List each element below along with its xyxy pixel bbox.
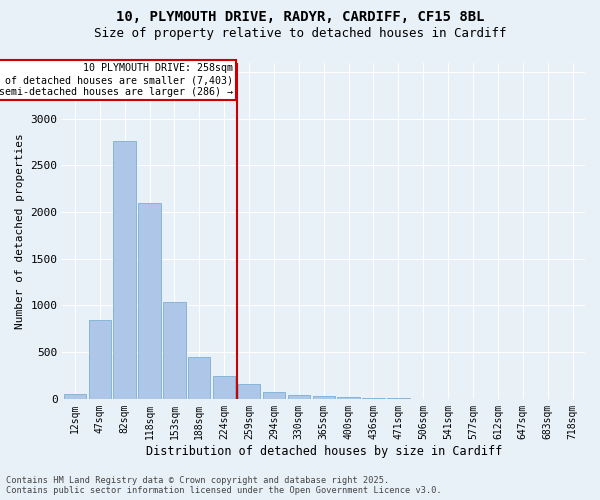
Bar bbox=[139, 202, 161, 399]
Bar bbox=[362, 398, 385, 399]
Bar bbox=[113, 141, 136, 399]
Bar bbox=[313, 396, 335, 399]
Text: 10, PLYMOUTH DRIVE, RADYR, CARDIFF, CF15 8BL: 10, PLYMOUTH DRIVE, RADYR, CARDIFF, CF15… bbox=[116, 10, 484, 24]
Bar bbox=[213, 376, 235, 399]
Bar bbox=[287, 395, 310, 399]
Text: Contains HM Land Registry data © Crown copyright and database right 2025.
Contai: Contains HM Land Registry data © Crown c… bbox=[6, 476, 442, 495]
Bar bbox=[263, 392, 285, 399]
Bar bbox=[337, 398, 360, 399]
Text: Size of property relative to detached houses in Cardiff: Size of property relative to detached ho… bbox=[94, 28, 506, 40]
Bar bbox=[64, 394, 86, 399]
Y-axis label: Number of detached properties: Number of detached properties bbox=[15, 133, 25, 328]
Bar bbox=[163, 302, 185, 399]
X-axis label: Distribution of detached houses by size in Cardiff: Distribution of detached houses by size … bbox=[146, 444, 502, 458]
Text: 10 PLYMOUTH DRIVE: 258sqm
← 96% of detached houses are smaller (7,403)
4% of sem: 10 PLYMOUTH DRIVE: 258sqm ← 96% of detac… bbox=[0, 64, 233, 96]
Bar bbox=[238, 384, 260, 399]
Bar bbox=[188, 357, 211, 399]
Bar bbox=[89, 320, 111, 399]
